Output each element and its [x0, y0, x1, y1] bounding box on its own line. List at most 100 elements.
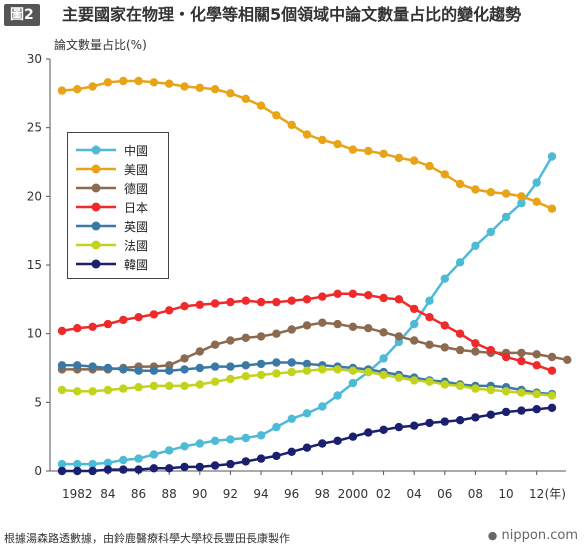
- point-china: [256, 431, 266, 440]
- x-tick-label: 94: [253, 487, 268, 501]
- legend-label: 德國: [124, 182, 149, 196]
- nippon-logo: ● nippon.com: [488, 528, 578, 543]
- legend-swatch-marker: [91, 164, 101, 174]
- point-korea: [149, 464, 159, 473]
- point-usa: [348, 145, 358, 154]
- point-korea: [210, 461, 220, 470]
- y-tick-label: 0: [34, 464, 42, 478]
- point-uk: [149, 366, 159, 375]
- point-korea: [348, 432, 358, 441]
- point-france: [425, 377, 434, 386]
- point-france: [103, 385, 113, 395]
- legend-label: 英國: [124, 220, 149, 234]
- point-china: [486, 227, 495, 237]
- point-korea: [287, 447, 296, 456]
- point-uk: [195, 363, 204, 373]
- point-germany: [318, 318, 327, 327]
- point-france: [57, 385, 67, 395]
- point-france: [348, 366, 358, 375]
- point-france: [272, 369, 281, 378]
- point-japan: [455, 329, 465, 338]
- point-france: [410, 376, 419, 385]
- point-japan: [501, 352, 511, 362]
- point-usa: [425, 161, 434, 171]
- point-china: [180, 442, 189, 451]
- x-tick-label: 06: [437, 487, 452, 501]
- point-korea: [57, 466, 67, 476]
- x-tick-label: 1982: [62, 487, 93, 501]
- point-usa: [547, 204, 557, 213]
- x-tick-label: 02: [376, 487, 391, 501]
- legend-label: 中國: [124, 144, 149, 158]
- point-korea: [547, 403, 557, 412]
- point-china: [318, 402, 327, 411]
- point-germany: [410, 336, 419, 345]
- point-usa: [517, 192, 526, 201]
- point-china: [547, 152, 557, 161]
- point-germany: [348, 322, 358, 331]
- point-china: [440, 274, 449, 283]
- point-usa: [210, 85, 220, 94]
- point-germany: [517, 348, 526, 358]
- point-usa: [134, 76, 143, 86]
- point-usa: [256, 101, 266, 110]
- point-france: [318, 365, 327, 374]
- point-japan: [471, 339, 480, 348]
- point-uk: [73, 361, 82, 370]
- point-germany: [425, 340, 434, 349]
- point-germany: [532, 350, 541, 359]
- point-korea: [88, 466, 97, 476]
- point-france: [547, 391, 557, 400]
- point-uk: [302, 359, 312, 369]
- point-japan: [103, 319, 113, 329]
- point-uk: [57, 361, 67, 370]
- point-germany: [256, 332, 266, 341]
- chart-title: 主要國家在物理・化學等相關5個領域中論文數量占比的變化趨勢: [62, 5, 522, 24]
- y-tick-label: 25: [27, 121, 42, 135]
- point-korea: [486, 410, 495, 419]
- point-france: [226, 374, 235, 384]
- point-france: [532, 389, 541, 399]
- point-korea: [180, 462, 189, 472]
- point-usa: [440, 170, 449, 179]
- point-usa: [410, 156, 419, 165]
- point-uk: [287, 358, 296, 367]
- point-korea: [165, 464, 174, 473]
- point-germany: [287, 325, 296, 334]
- point-usa: [241, 94, 250, 104]
- point-france: [287, 367, 296, 377]
- legend-swatch-usa: [76, 164, 116, 174]
- point-korea: [501, 407, 511, 417]
- point-japan: [333, 289, 342, 298]
- legend-label: 法國: [124, 239, 149, 253]
- source-note: 根據湯森路透數據，由鈴鹿醫療科學大學校長豐田長康製作: [4, 532, 290, 545]
- point-germany: [195, 347, 204, 356]
- legend-swatch-germany: [76, 183, 116, 193]
- point-uk: [119, 365, 128, 374]
- point-korea: [302, 443, 312, 452]
- point-usa: [73, 85, 82, 94]
- point-france: [88, 387, 97, 396]
- x-tick-label: 84: [100, 487, 115, 501]
- point-china: [103, 458, 113, 467]
- legend-swatch-uk: [76, 221, 116, 231]
- x-tick-label: 96: [284, 487, 299, 501]
- point-uk: [180, 365, 189, 374]
- point-france: [455, 381, 465, 391]
- point-china: [272, 422, 281, 432]
- point-usa: [318, 135, 327, 145]
- point-china: [333, 391, 342, 400]
- legend-swatch-marker: [91, 202, 101, 212]
- point-usa: [471, 185, 480, 194]
- point-china: [501, 212, 511, 222]
- point-japan: [165, 306, 174, 315]
- point-usa: [302, 130, 312, 139]
- point-usa: [195, 83, 204, 93]
- point-uk: [272, 358, 281, 367]
- legend-item-usa: 美國: [74, 160, 164, 178]
- point-china: [410, 319, 419, 329]
- legend-item-japan: 日本: [74, 198, 164, 216]
- point-germany: [563, 355, 572, 364]
- point-china: [517, 199, 526, 208]
- point-france: [165, 381, 174, 391]
